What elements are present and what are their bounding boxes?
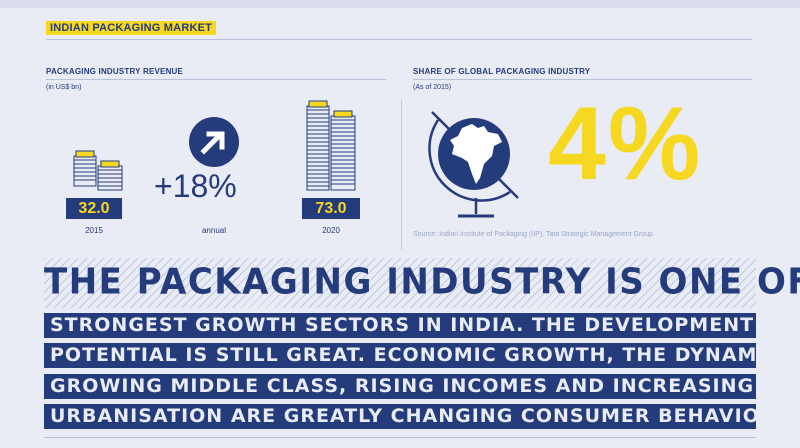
headline-band-1: STRONGEST GROWTH SECTORS IN INDIA. THE D… (44, 313, 756, 338)
globe-india-icon (428, 111, 519, 218)
global-share-percent: 4% (548, 86, 703, 202)
section-divider (401, 100, 402, 250)
arrow-up-right-icon (189, 117, 239, 167)
source-note: Source: Indian Institute of Packaging (I… (413, 231, 653, 238)
revenue-2015-year: 2015 (85, 226, 103, 235)
headline-band-2: POTENTIAL IS STILL GREAT. ECONOMIC GROWT… (44, 343, 800, 368)
revenue-divider (46, 79, 386, 80)
revenue-2020-value: 73.0 (302, 198, 360, 219)
headline-hatch (44, 258, 756, 308)
growth-rate: +18% (154, 168, 237, 204)
headline-line-5: URBANISATION ARE GREATLY CHANGING CONSUM… (50, 405, 800, 427)
headline-line-4: GROWING MIDDLE CLASS, RISING INCOMES AND… (50, 375, 755, 397)
section-header: INDIAN PACKAGING MARKET (46, 21, 217, 35)
headline-line-3: POTENTIAL IS STILL GREAT. ECONOMIC GROWT… (50, 344, 800, 366)
headline-band-3: GROWING MIDDLE CLASS, RISING INCOMES AND… (44, 374, 756, 399)
global-share-divider (413, 79, 752, 80)
money-stack-tall-icon (306, 100, 356, 191)
money-stack-icon (73, 150, 123, 191)
revenue-title: PACKAGING INDUSTRY REVENUE (46, 67, 184, 76)
revenue-unit: (in US$ bn) (46, 84, 82, 91)
growth-label: annual (201, 226, 227, 235)
revenue-2020-year: 2020 (322, 226, 340, 235)
headline-line-2: STRONGEST GROWTH SECTORS IN INDIA. THE D… (50, 314, 755, 336)
headline-band-4: URBANISATION ARE GREATLY CHANGING CONSUM… (44, 404, 800, 429)
global-share-subtitle: (As of 2015) (413, 84, 452, 91)
bottom-divider (44, 437, 756, 438)
headline-line-1: THE PACKAGING INDUSTRY IS ONE OF THE (44, 261, 800, 303)
header-divider (46, 39, 752, 40)
global-share-title: SHARE OF GLOBAL PACKAGING INDUSTRY (413, 67, 591, 76)
revenue-2015-value: 32.0 (66, 198, 122, 219)
